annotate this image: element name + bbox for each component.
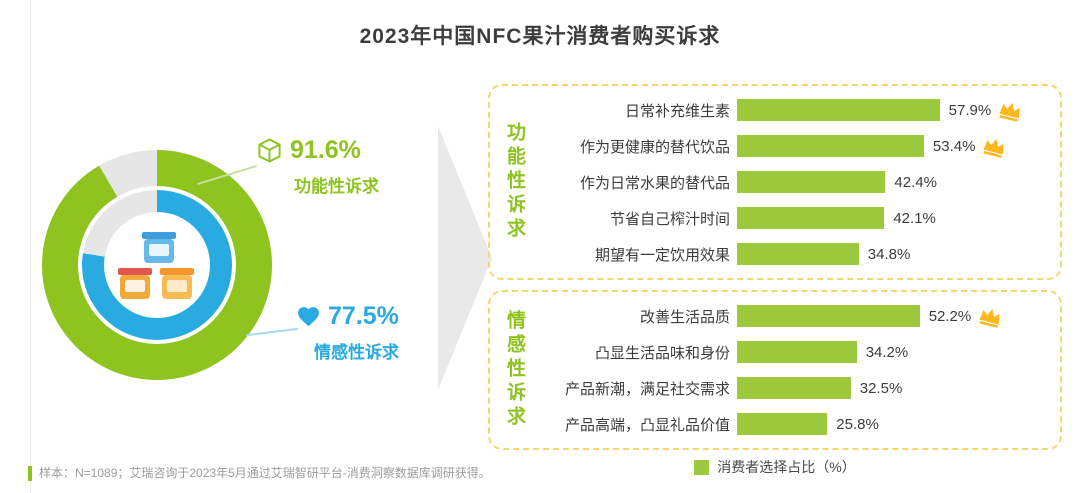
functional-callout: 91.6% 功能性诉求: [256, 136, 379, 197]
bar: [737, 171, 886, 193]
functional-percentage: 91.6%: [290, 136, 361, 164]
crown-icon: [999, 102, 1020, 122]
legend: 消费者选择占比（%）: [488, 457, 1062, 477]
bar-row: 凸显生活品味和身份 34.2%: [534, 339, 1050, 365]
crown-icon: [983, 138, 1005, 158]
bar-label: 作为日常水果的替代品: [579, 174, 730, 192]
group-label-functional: 功能性诉求: [504, 122, 525, 242]
bar-label: 期望有一定饮用效果: [594, 246, 730, 264]
bar-label: 作为更健康的替代饮品: [579, 138, 730, 156]
bar-label: 改善生活品质: [639, 308, 730, 326]
bar-row: 作为更健康的替代饮品 53.4%: [534, 133, 1050, 159]
bar-label: 凸显生活品味和身份: [594, 344, 730, 362]
bar-value: 53.4%: [932, 137, 976, 155]
bar-value: 34.2%: [865, 343, 909, 361]
bar-row: 改善生活品质 52.2%: [534, 303, 1050, 329]
bar: [737, 305, 920, 327]
crown-icon: [979, 308, 1000, 328]
package-icon: [258, 138, 281, 163]
bar-row: 产品高端，凸显礼品价值 25.8%: [534, 411, 1050, 437]
bar: [737, 413, 828, 435]
footnote: 样本：N=1089；艾瑞咨询于2023年5月通过艾瑞智研平台-消费洞察数据库调研…: [28, 466, 491, 481]
bar-value: 25.8%: [836, 415, 879, 433]
bar-row: 日常补充维生素 57.9%: [534, 97, 1050, 123]
donut-chart: [42, 150, 272, 380]
group-label-emotional: 情感性诉求: [504, 310, 525, 430]
bar-label: 节省自己榨汁时间: [609, 210, 730, 228]
bar: [737, 99, 940, 121]
bar: [737, 135, 924, 157]
emotional-callout: 77.5% 情感性诉求: [296, 302, 399, 363]
functional-bars: 日常补充维生素 57.9% 作为更健康的替代饮品 53.4% 作为日常水果的替代品 4…: [534, 96, 1050, 268]
bar-value: 52.2%: [928, 307, 972, 325]
heart-icon: [298, 307, 319, 327]
arrow-right-icon: [438, 126, 492, 390]
bar-value: 42.1%: [893, 209, 936, 227]
bar-label: 产品新潮，满足社交需求: [564, 380, 730, 398]
chart-title: 2023年中国NFC果汁消费者购买诉求: [359, 25, 721, 48]
bar-row: 期望有一定饮用效果 34.8%: [534, 241, 1050, 267]
bar-value: 32.5%: [859, 379, 903, 397]
bar-value: 57.9%: [948, 101, 992, 119]
bar: [737, 377, 851, 399]
donut-center: [104, 212, 210, 318]
emotional-label: 情感性诉求: [314, 343, 399, 362]
bar: [737, 207, 885, 229]
legend-swatch: [694, 459, 710, 475]
bar: [737, 341, 857, 363]
bar-row: 产品新潮，满足社交需求 32.5%: [534, 375, 1050, 401]
functional-label: 功能性诉求: [294, 177, 379, 196]
bar-value: 42.4%: [894, 173, 937, 191]
bar-label: 产品高端，凸显礼品价值: [564, 416, 730, 434]
bar: [737, 243, 859, 265]
emotional-percentage: 77.5%: [328, 302, 399, 330]
left-edge-line: [30, 0, 31, 493]
emotional-bars: 改善生活品质 52.2% 凸显生活品味和身份 34.2% 产品新潮，满足社交需求 32.…: [534, 302, 1050, 438]
emotional-demands-box: 情感性诉求 改善生活品质 52.2% 凸显生活品味和身份 34.2% 产品新潮，满足社…: [488, 290, 1062, 450]
bar-row: 作为日常水果的替代品 42.4%: [534, 169, 1050, 195]
functional-demands-box: 功能性诉求 日常补充维生素 57.9% 作为更健康的替代饮品 53.4% 作为日常水…: [488, 84, 1062, 280]
bar-label: 日常补充维生素: [624, 102, 730, 120]
bar-value: 34.8%: [867, 245, 911, 263]
juice-jars-icon: [117, 232, 194, 299]
bar-row: 节省自己榨汁时间 42.1%: [534, 205, 1050, 231]
legend-label: 消费者选择占比（%）: [717, 459, 856, 475]
